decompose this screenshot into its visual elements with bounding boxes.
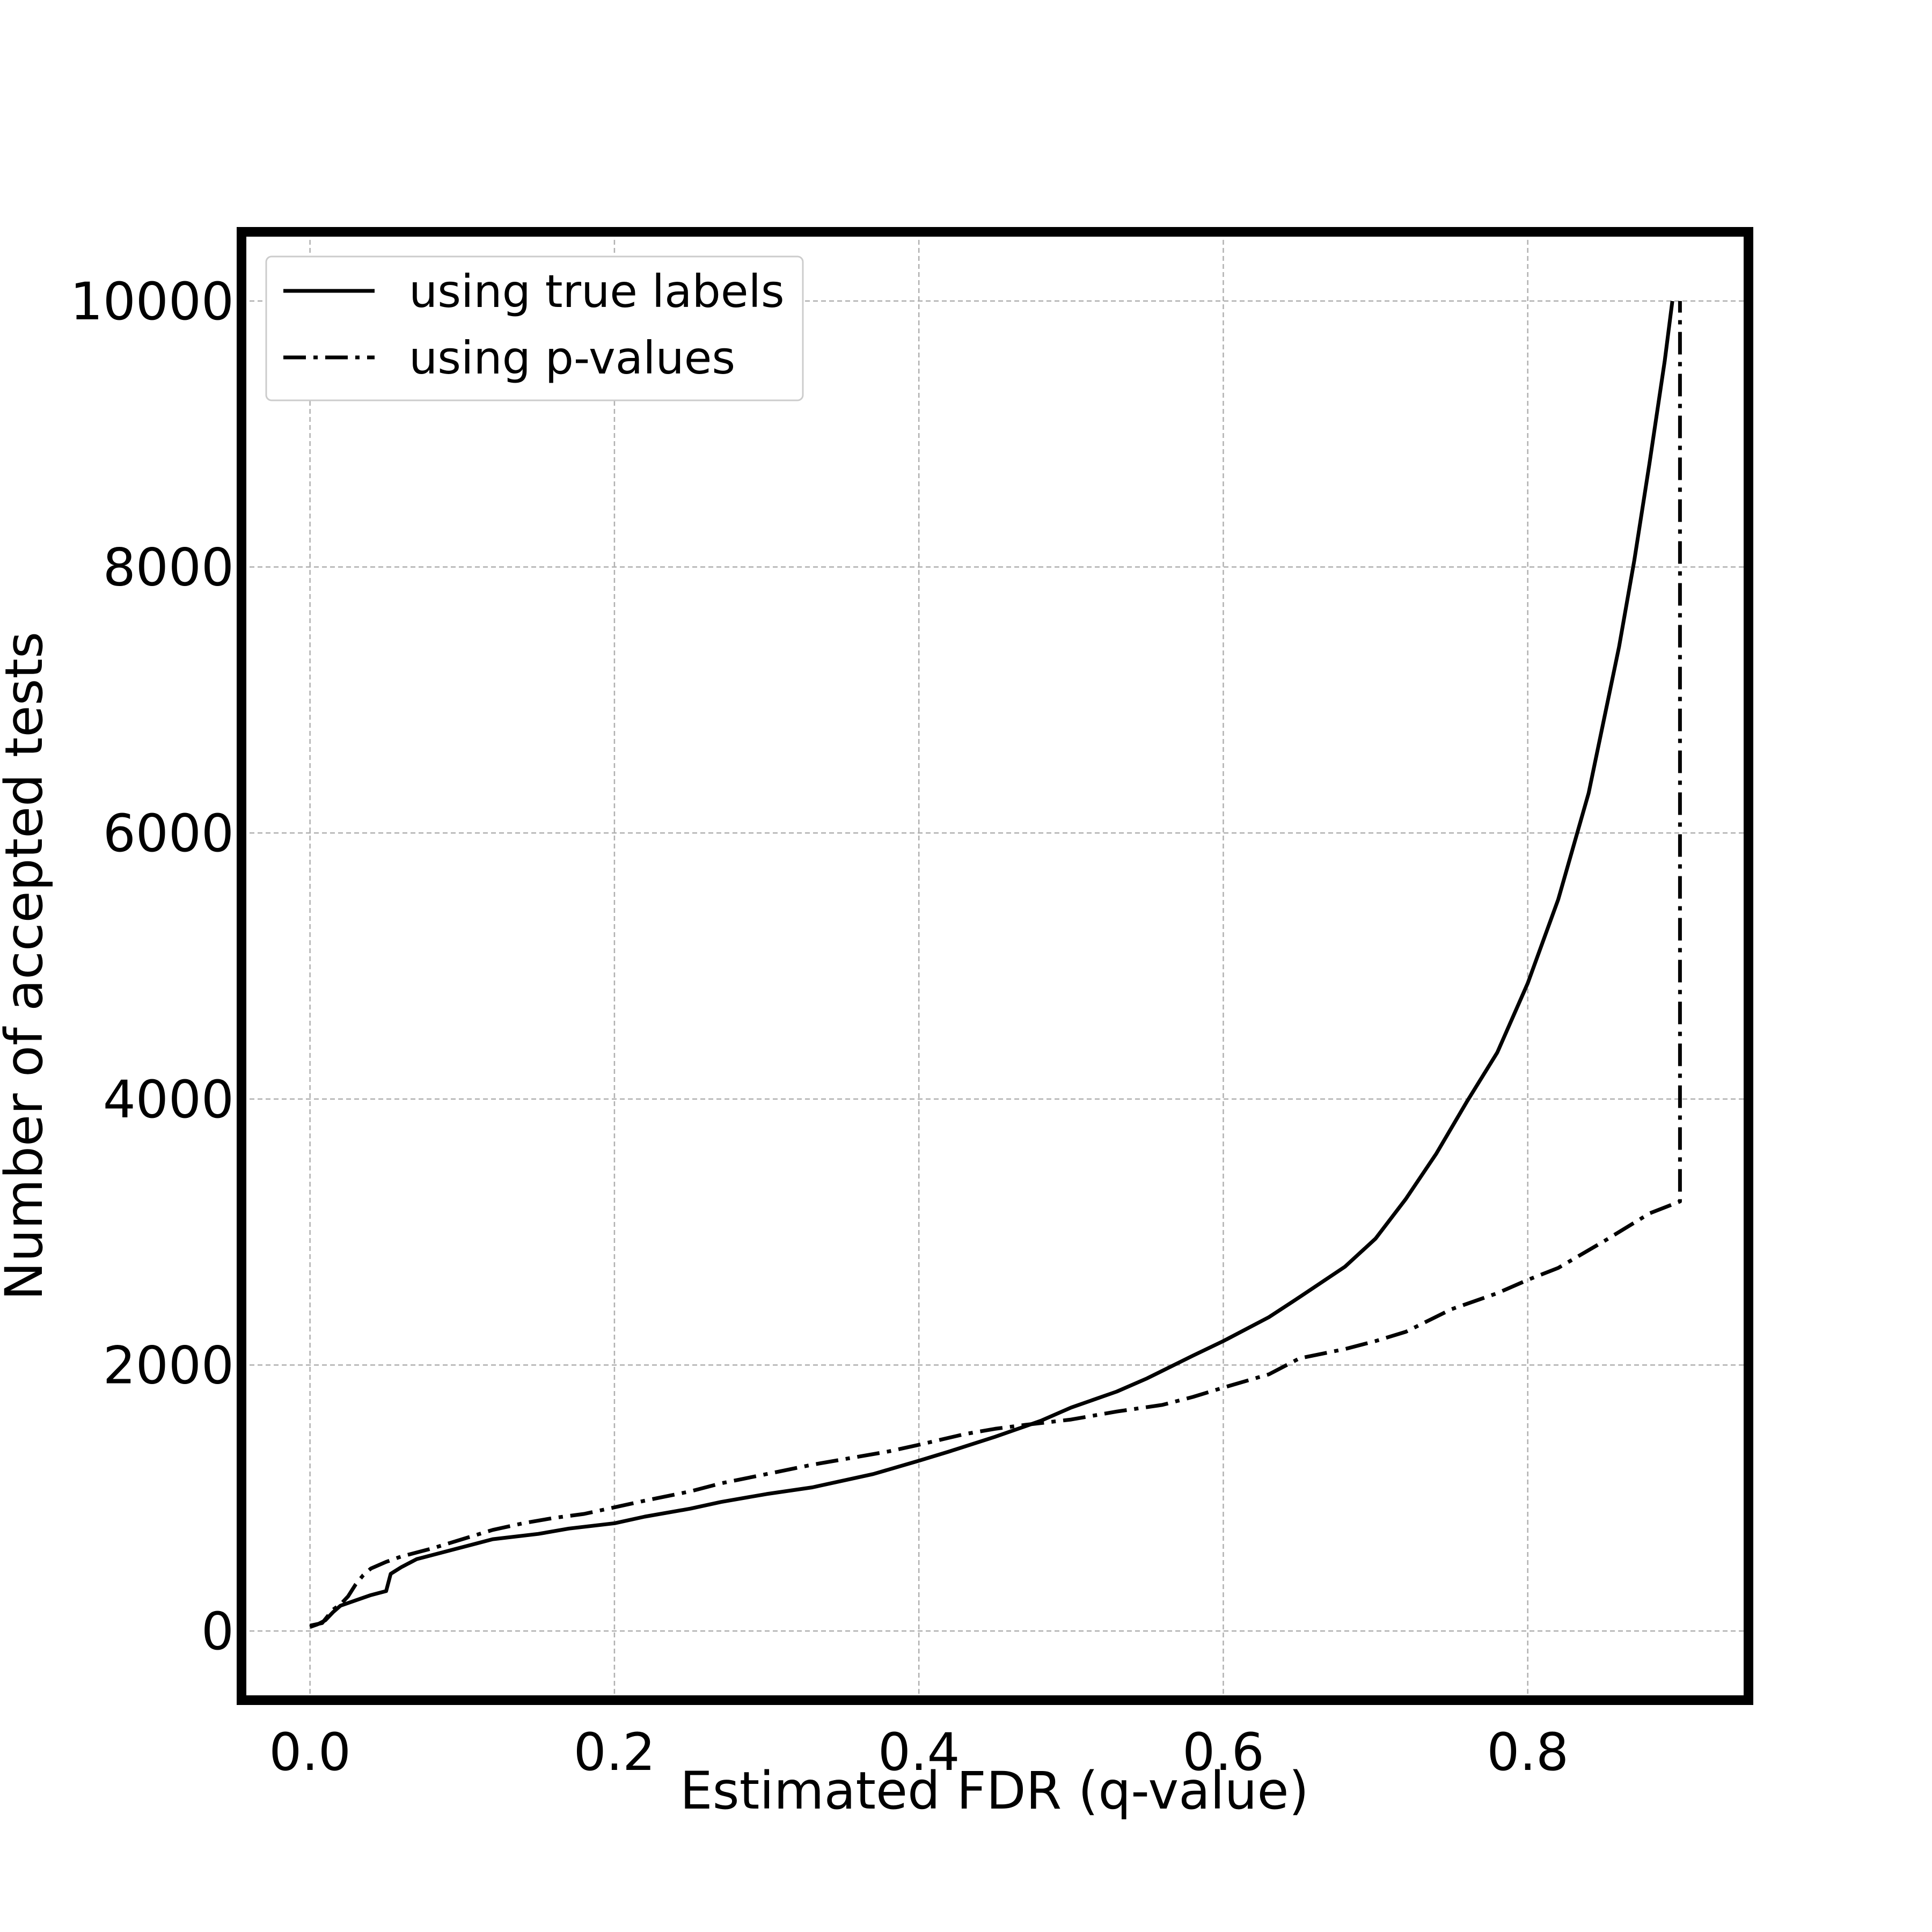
tick-layer: 0.0 0.2 0.4 0.6 0.8 0 2000 4000 6000 8000 10000 — [70, 272, 1569, 1782]
grid-layer — [241, 232, 1748, 1700]
y-tick-label: 6000 — [103, 803, 234, 863]
y-axis-label: Number of accepted tests — [0, 632, 54, 1300]
x-tick-label: 0.2 — [574, 1722, 656, 1782]
series-line-p-values — [309, 301, 1682, 1628]
y-tick-label: 10000 — [70, 272, 234, 332]
x-tick-label: 0.8 — [1487, 1722, 1569, 1782]
legend-box — [265, 255, 804, 401]
x-tick-label: 0.0 — [269, 1722, 351, 1782]
y-tick-label: 4000 — [103, 1070, 234, 1130]
y-tick-label: 0 — [201, 1601, 234, 1662]
y-tick-label: 8000 — [103, 538, 234, 598]
series-line-true-labels — [309, 301, 1674, 1629]
legend: using true labels using p-values — [265, 255, 804, 401]
x-tick-label: 0.6 — [1182, 1722, 1264, 1782]
x-tick-label: 0.4 — [878, 1722, 960, 1782]
x-axis-label: Estimated FDR (q-value) — [680, 1761, 1309, 1821]
y-tick-label: 2000 — [103, 1335, 234, 1395]
legend-label-true-labels: using true labels — [409, 265, 785, 318]
curve-layer — [309, 301, 1682, 1629]
legend-label-p-values: using p-values — [409, 332, 735, 384]
plot-frame — [237, 227, 1753, 1705]
